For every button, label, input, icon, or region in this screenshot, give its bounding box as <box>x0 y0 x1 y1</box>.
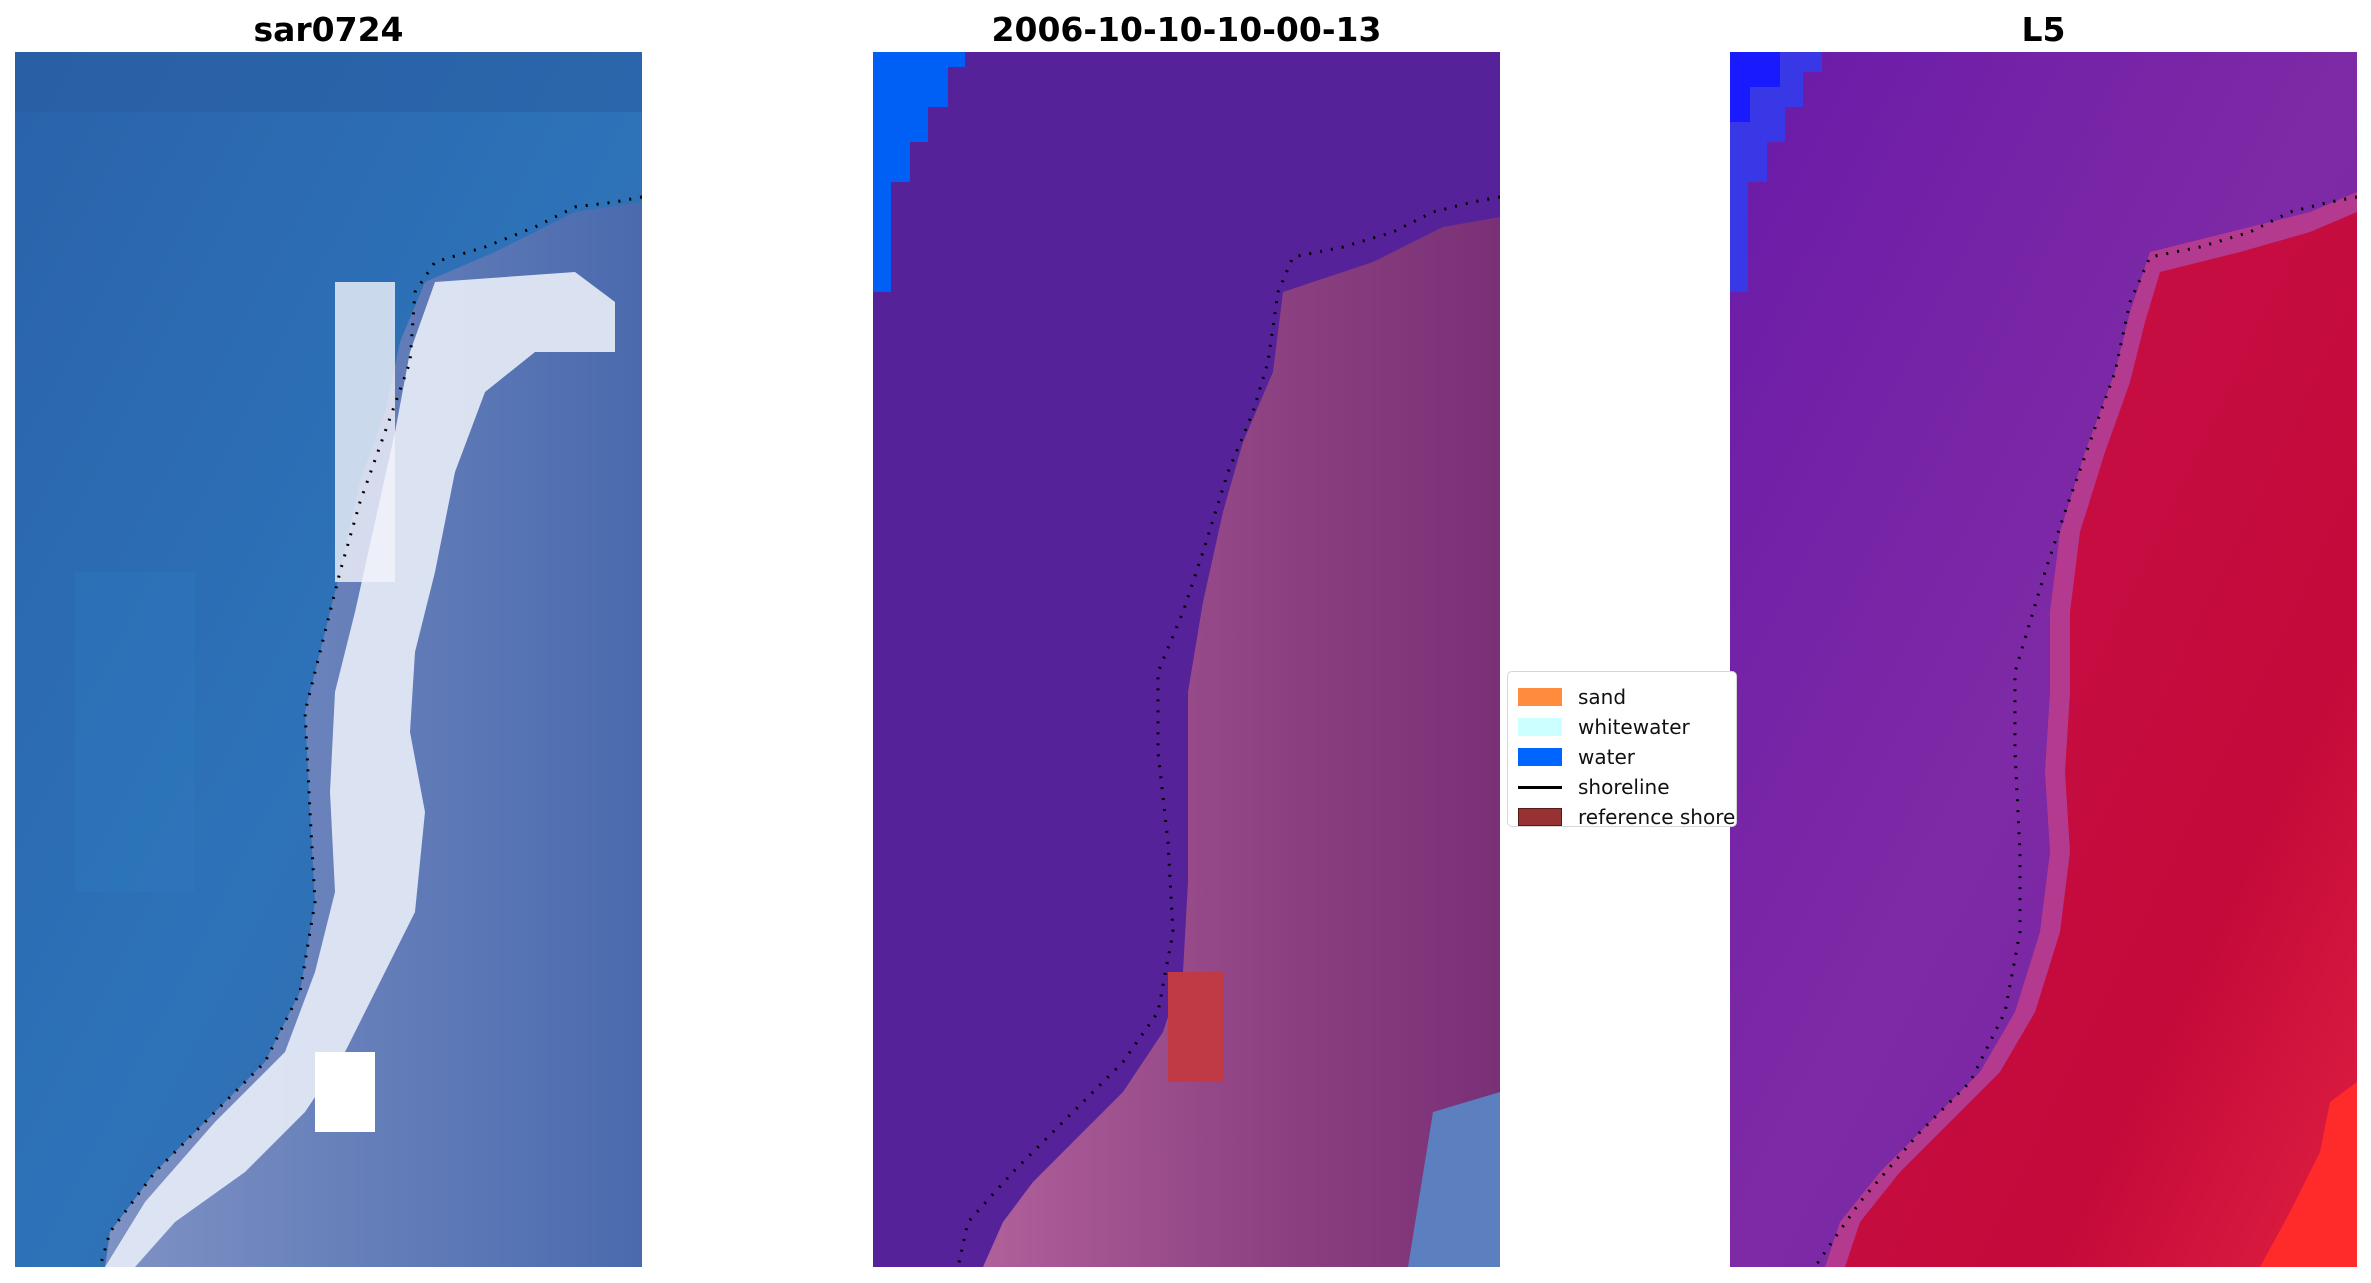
legend-swatch-sand <box>1518 688 1562 706</box>
panel-rgb: sar0724 <box>15 0 642 1283</box>
panel-title-mndwi: L5 <box>2021 10 2066 49</box>
classified-image <box>873 52 1500 1267</box>
mndwi-image <box>1730 52 2357 1267</box>
legend-item-reference-shoreline: reference shoreline buffer <box>1518 802 1736 827</box>
legend-line-shoreline <box>1518 785 1562 789</box>
panel-classified: 2006-10-10-10-00-13 <box>873 0 1500 1283</box>
legend-swatch-whitewater <box>1518 718 1562 736</box>
legend-swatch-water <box>1518 748 1562 766</box>
panel-title-rgb: sar0724 <box>253 10 404 49</box>
legend-label-sand: sand <box>1578 685 1627 709</box>
rgb-image <box>15 52 642 1267</box>
panel-title-classified: 2006-10-10-10-00-13 <box>991 10 1382 49</box>
panel-mndwi: L5 <box>1730 0 2357 1283</box>
legend-label-whitewater: whitewater <box>1578 715 1690 739</box>
legend: sand whitewater water shoreline referenc… <box>1507 671 1737 827</box>
legend-label-shoreline: shoreline <box>1578 775 1670 799</box>
legend-item-whitewater: whitewater <box>1518 712 1690 742</box>
legend-item-sand: sand <box>1518 682 1626 712</box>
classified-image-svg <box>873 52 1500 1267</box>
legend-label-reference-shoreline: reference shoreline buffer <box>1578 805 1736 827</box>
legend-item-shoreline: shoreline <box>1518 772 1670 802</box>
legend-swatch-reference-shoreline <box>1518 808 1562 826</box>
legend-item-water: water <box>1518 742 1635 772</box>
mndwi-image-svg <box>1730 52 2357 1267</box>
legend-label-water: water <box>1578 745 1635 769</box>
rgb-image-svg <box>15 52 642 1267</box>
